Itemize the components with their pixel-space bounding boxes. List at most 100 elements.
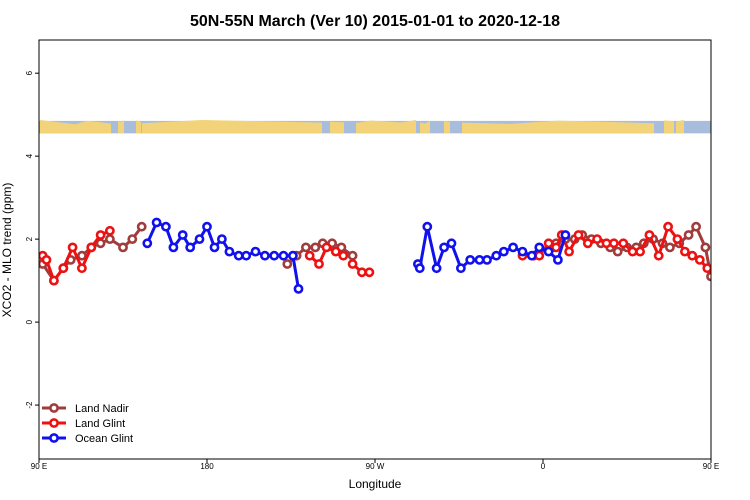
- data-point: [168, 242, 179, 253]
- data-point: [136, 221, 147, 232]
- y-axis: -2 0 2 4 6: [25, 70, 39, 409]
- land-patch: [676, 120, 684, 134]
- data-point: [700, 242, 711, 253]
- x-axis-label: Longitude: [349, 477, 402, 491]
- land-patch: [118, 120, 124, 134]
- legend-swatch-marker: [49, 403, 59, 413]
- land-ocean-band: [39, 120, 711, 134]
- data-point: [310, 242, 321, 253]
- data-point: [414, 263, 425, 274]
- data-point: [278, 250, 289, 261]
- y-tick-label: 2: [25, 236, 34, 241]
- data-point: [58, 263, 69, 274]
- data-point: [653, 250, 664, 261]
- data-point: [706, 271, 711, 282]
- data-point: [491, 250, 502, 261]
- data-point: [347, 259, 358, 269]
- land-patch: [330, 121, 344, 134]
- data-point: [241, 250, 252, 261]
- data-point: [734, 223, 741, 230]
- data-point: [105, 234, 115, 244]
- data-point: [741, 227, 748, 234]
- land-patch: [420, 121, 430, 134]
- series-line: [728, 227, 750, 248]
- data-point: [439, 242, 449, 253]
- data-point: [665, 242, 675, 253]
- data-point: [300, 242, 311, 253]
- series-group: [39, 217, 750, 294]
- legend-label: Land Nadir: [75, 403, 129, 415]
- data-point: [142, 238, 153, 249]
- data-point: [216, 234, 227, 244]
- data-point: [465, 254, 476, 265]
- data-point: [534, 242, 545, 253]
- data-point: [644, 230, 655, 240]
- x-tick-label: 90 E: [31, 462, 47, 471]
- data-point: [446, 238, 457, 249]
- data-point: [314, 259, 324, 269]
- land-patch: [142, 120, 322, 134]
- data-point: [582, 238, 593, 249]
- data-point: [160, 221, 171, 232]
- data-point: [691, 221, 701, 232]
- data-point: [455, 263, 466, 274]
- data-point: [118, 242, 128, 253]
- land-patch: [40, 120, 111, 134]
- y-tick-label: 6: [25, 70, 34, 75]
- data-point: [422, 221, 433, 232]
- legend-label: Land Glint: [75, 418, 125, 430]
- chart-title: 50N-55N March (Ver 10) 2015-01-01 to 202…: [190, 13, 560, 30]
- x-tick-label: 90 E: [703, 462, 719, 471]
- data-point: [282, 259, 293, 269]
- data-point: [105, 225, 115, 236]
- data-point: [672, 234, 683, 244]
- data-point: [627, 246, 638, 257]
- data-point: [364, 267, 375, 278]
- data-point: [151, 217, 162, 228]
- y-tick-label: 0: [25, 319, 34, 324]
- data-point: [612, 246, 623, 257]
- legend-swatch-marker: [49, 418, 59, 428]
- x-tick-label: 0: [541, 462, 546, 471]
- data-point: [95, 230, 106, 240]
- data-point: [618, 238, 629, 249]
- data-point: [592, 234, 602, 244]
- data-point: [224, 246, 235, 257]
- land-patch: [136, 120, 141, 134]
- data-point: [526, 250, 537, 261]
- data-point: [49, 275, 59, 286]
- data-point: [41, 254, 52, 265]
- land-patch: [664, 120, 674, 134]
- data-point: [259, 250, 270, 261]
- x-tick-label: 90 W: [366, 462, 385, 471]
- data-point: [269, 250, 280, 261]
- data-point: [508, 242, 518, 253]
- land-patch: [356, 120, 416, 134]
- data-point: [233, 250, 244, 261]
- data-point: [713, 269, 720, 276]
- data-point: [551, 242, 561, 253]
- data-point: [635, 246, 645, 257]
- data-point: [721, 277, 728, 284]
- data-point: [77, 250, 87, 261]
- data-point: [498, 246, 509, 257]
- data-point: [338, 250, 349, 261]
- data-point: [553, 254, 563, 265]
- x-axis: 90 E 180 90 W 0 90 E: [31, 459, 719, 471]
- y-tick-label: -2: [25, 401, 34, 409]
- data-point: [77, 263, 87, 274]
- data-point: [347, 250, 358, 261]
- data-point: [177, 230, 188, 240]
- data-point: [185, 242, 196, 253]
- data-point: [287, 250, 298, 261]
- land-patch: [444, 121, 450, 134]
- data-point: [202, 221, 212, 232]
- legend-label: Ocean Glint: [75, 433, 133, 445]
- data-point: [609, 238, 619, 249]
- data-point: [209, 242, 220, 253]
- data-point: [293, 283, 304, 294]
- data-point: [534, 250, 545, 261]
- data-point: [560, 230, 571, 240]
- data-point: [304, 250, 315, 261]
- y-tick-label: 4: [25, 153, 34, 158]
